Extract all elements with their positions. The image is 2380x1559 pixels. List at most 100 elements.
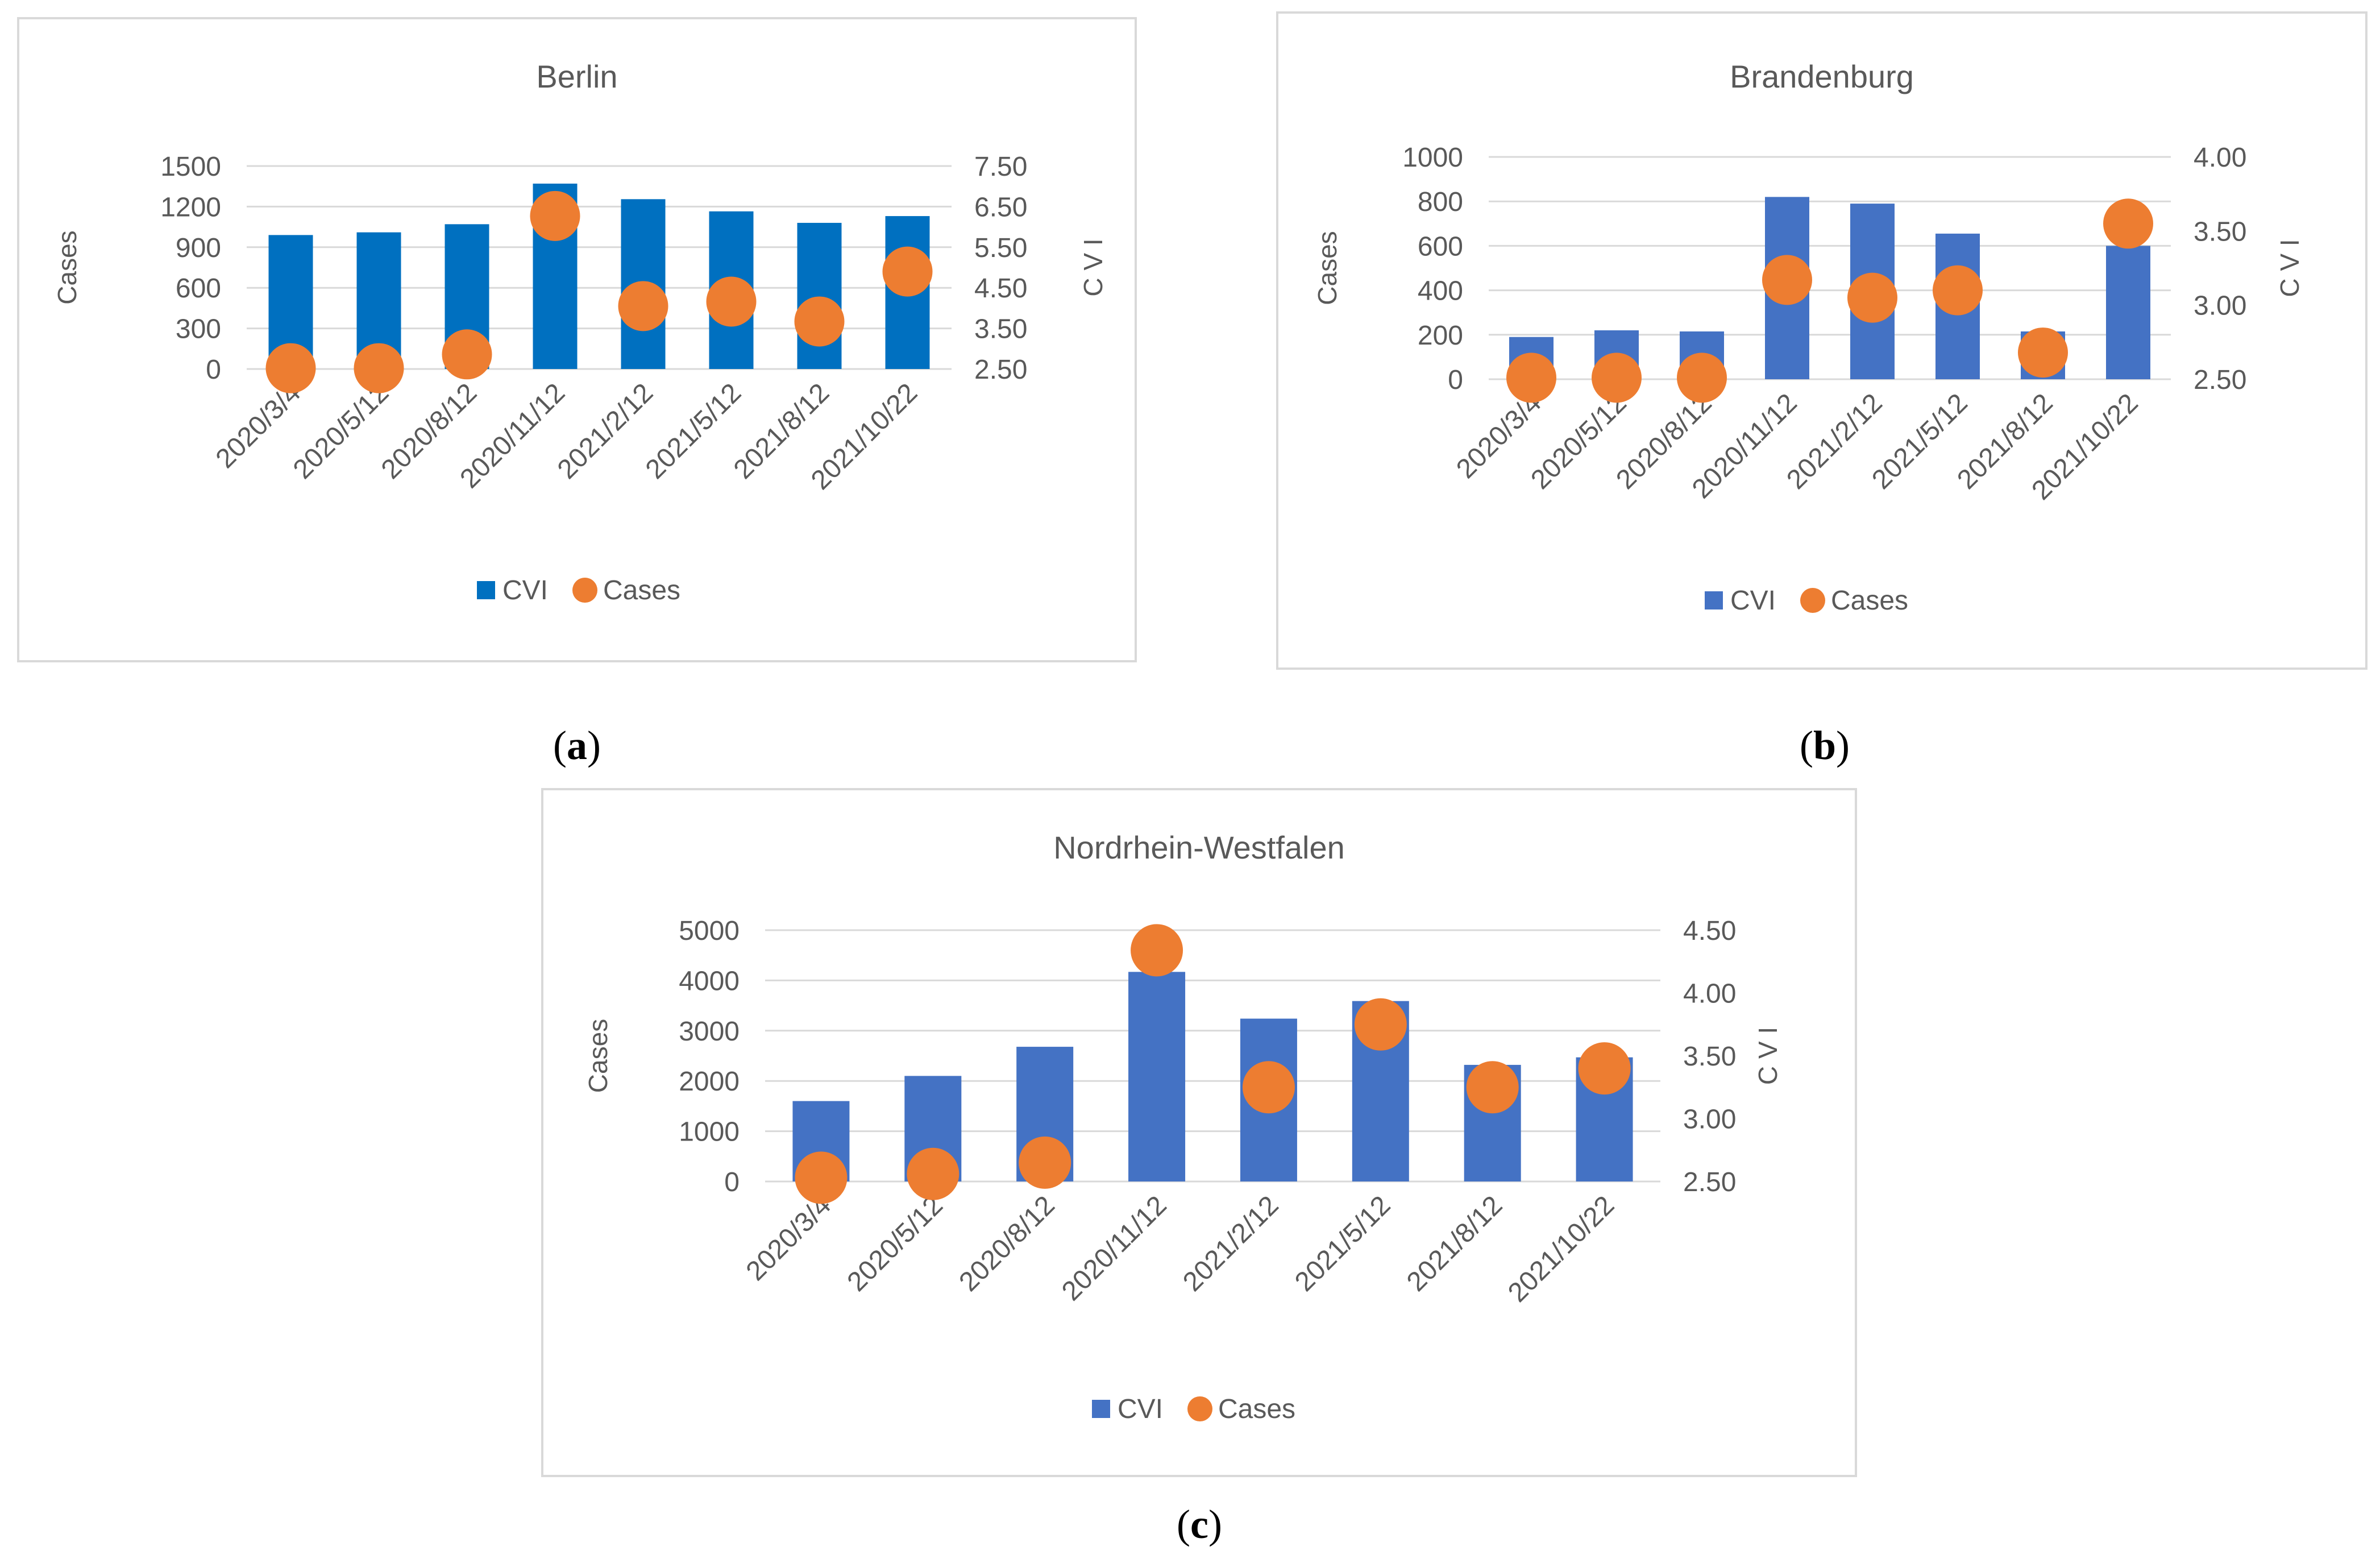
chart-title: Berlin: [536, 59, 617, 94]
x-tick-label: 2021/2/12: [1177, 1190, 1284, 1297]
caption-c: (c): [1177, 1502, 1222, 1547]
point-cases: [1354, 998, 1407, 1051]
point-cases: [1506, 353, 1556, 403]
legend-swatch-cvi: [1705, 591, 1723, 609]
y-tick-label: 3000: [679, 1017, 740, 1047]
bar-cvi: [1128, 972, 1186, 1181]
chart-panel-nordrhein-westfalen: Nordrhein-Westfalen 0 1000 2000 3000 4000 5000…: [541, 788, 1857, 1477]
y-tick-label: 4000: [679, 966, 740, 996]
y-tick-label: 1500: [160, 152, 221, 182]
legend-swatch-cases: [1187, 1396, 1212, 1421]
y-tick-label: 1000: [679, 1117, 740, 1147]
x-tick-label: 2020/11/12: [1056, 1190, 1173, 1307]
legend-swatch-cases: [1800, 588, 1825, 613]
point-cases: [2018, 327, 2068, 378]
y2-tick-label: 4.50: [1683, 916, 1736, 946]
bar-cvi: [2106, 246, 2150, 379]
y2-tick-label: 4.50: [974, 273, 1027, 304]
y-tick-label: 1000: [1402, 143, 1463, 173]
point-cases: [1677, 353, 1727, 403]
y2-axis-label: C V I: [2275, 239, 2304, 297]
x-tick-label: 2021/10/22: [1502, 1190, 1620, 1308]
point-cases: [794, 296, 845, 347]
x-tick-label: 2020/5/12: [842, 1190, 949, 1297]
point-cases: [1592, 353, 1642, 403]
y-tick-label: 300: [176, 314, 221, 345]
y-tick-label: 600: [176, 273, 221, 304]
y-tick-label: 0: [724, 1167, 740, 1197]
y-axis-label: Cases: [583, 1019, 613, 1093]
point-cases: [1466, 1061, 1519, 1114]
x-tick-label: 2021/5/12: [640, 378, 747, 484]
caption-b: (b): [1799, 723, 1850, 768]
x-tick-label: 2021/8/12: [1401, 1190, 1508, 1297]
y-tick-label: 200: [1418, 321, 1463, 351]
point-cases: [1847, 272, 1897, 323]
point-cases: [1131, 924, 1183, 977]
legend-label-cvi: CVI: [502, 575, 548, 606]
y2-tick-label: 3.00: [1683, 1105, 1736, 1135]
y2-tick-label: 3.50: [974, 314, 1027, 345]
legend-swatch-cvi: [477, 581, 495, 599]
y2-tick-label: 2.50: [974, 355, 1027, 385]
y-tick-label: 5000: [679, 916, 740, 946]
chart-panel-brandenburg: Brandenburg 0 200 400 600 800 1000 2.50 3.00 3.50…: [1276, 11, 2367, 670]
x-tick-label: 2020/3/4: [741, 1190, 837, 1287]
y-tick-label: 600: [1418, 231, 1463, 262]
y2-tick-label: 2.50: [2194, 365, 2246, 395]
x-tick-label: 2020/8/12: [953, 1190, 1060, 1297]
chart-title: Brandenburg: [1730, 59, 1914, 94]
point-cases: [265, 343, 316, 393]
y2-axis-label: C V I: [1753, 1027, 1783, 1085]
brandenburg-chart: Brandenburg 0 200 400 600 800 1000 2.50 3.00 3.50…: [1312, 59, 2304, 616]
y2-tick-label: 3.50: [2194, 217, 2246, 247]
chart-title: Nordrhein-Westfalen: [1053, 830, 1345, 865]
legend-label-cvi: CVI: [1730, 586, 1776, 616]
x-tick-label: 2020/5/12: [288, 378, 394, 484]
point-cases: [442, 329, 492, 380]
legend-label-cases: Cases: [1218, 1394, 1295, 1424]
legend-label-cases: Cases: [603, 575, 680, 606]
chart-panel-berlin: Berlin 0 300 600 900 1200 1500 2.50 3.50 4.50 5.50…: [17, 17, 1137, 662]
point-cases: [1242, 1061, 1295, 1114]
point-cases: [907, 1147, 960, 1200]
berlin-chart: Berlin 0 300 600 900 1200 1500 2.50 3.50 4.50 5.50…: [52, 59, 1108, 606]
point-cases: [354, 343, 404, 393]
point-cases: [1578, 1042, 1631, 1095]
legend-label-cases: Cases: [1831, 586, 1908, 616]
point-cases: [1019, 1136, 1071, 1189]
bar-cvi: [797, 222, 842, 369]
y2-tick-label: 6.50: [974, 192, 1027, 222]
nordrhein-westfalen-chart: Nordrhein-Westfalen 0 1000 2000 3000 4000 5000…: [583, 830, 1783, 1424]
y-tick-label: 1200: [160, 192, 221, 222]
y2-axis-label: C V I: [1078, 238, 1108, 296]
point-cases: [1762, 255, 1812, 305]
point-cases: [1933, 265, 1983, 316]
legend-swatch-cvi: [1092, 1400, 1110, 1418]
point-cases: [795, 1151, 848, 1204]
legend-swatch-cases: [572, 578, 597, 603]
y2-tick-label: 4.00: [2194, 143, 2246, 173]
point-cases: [882, 246, 933, 297]
point-cases: [2103, 198, 2153, 249]
legend-label-cvi: CVI: [1118, 1394, 1163, 1424]
y-tick-label: 900: [176, 233, 221, 263]
y-axis-label: Cases: [1312, 231, 1342, 305]
point-cases: [530, 190, 580, 241]
y-axis-label: Cases: [52, 230, 82, 304]
y-tick-label: 0: [1448, 365, 1463, 395]
y2-tick-label: 3.50: [1683, 1042, 1736, 1072]
x-tick-label: 2021/2/12: [552, 378, 659, 484]
point-cases: [618, 281, 668, 331]
y2-tick-label: 4.00: [1683, 979, 1736, 1009]
y-tick-label: 2000: [679, 1067, 740, 1097]
y-tick-label: 0: [206, 355, 221, 385]
caption-a: (a): [553, 723, 601, 768]
y-tick-label: 400: [1418, 276, 1463, 306]
y2-tick-label: 3.00: [2194, 291, 2246, 321]
x-tick-label: 2021/5/12: [1289, 1190, 1396, 1297]
y2-tick-label: 2.50: [1683, 1167, 1736, 1197]
y-tick-label: 800: [1418, 187, 1463, 217]
y2-tick-label: 7.50: [974, 152, 1027, 182]
point-cases: [706, 276, 757, 327]
